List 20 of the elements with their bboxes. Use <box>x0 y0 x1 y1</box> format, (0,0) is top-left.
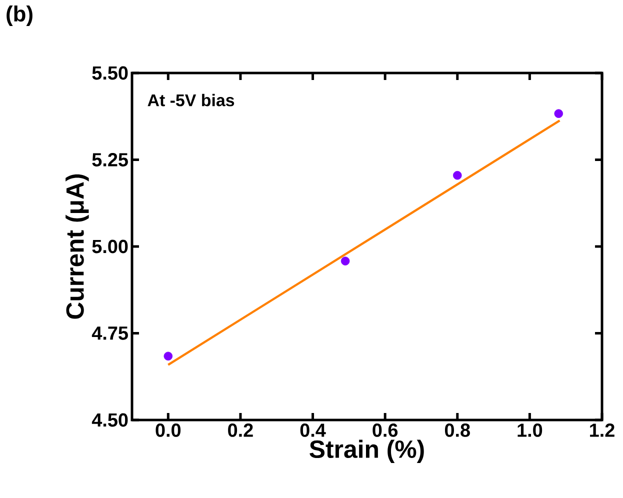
point <box>453 170 462 180</box>
point <box>554 109 564 118</box>
x-axis-title: Strain (%) <box>310 440 424 463</box>
x-tick-label: 0.8 <box>444 424 470 437</box>
x-tick-label: 0.6 <box>372 424 398 437</box>
y-axis-title: Current (μA) <box>66 174 89 319</box>
x-tick-label: 0.2 <box>228 424 253 437</box>
point <box>164 352 173 361</box>
y-tick-label: 5.00 <box>92 240 128 254</box>
chart-title: (b) <box>6 6 32 26</box>
x-tick-label: 1.2 <box>590 424 614 437</box>
annotation: At -5V bias <box>148 94 234 106</box>
y-tick-label: 5.25 <box>92 153 128 166</box>
point <box>340 256 350 266</box>
x-tick-label: 0.4 <box>300 424 326 437</box>
x-tick-label: 1.0 <box>518 424 542 437</box>
x-tick-label: 0.0 <box>156 424 181 437</box>
y-tick-label: 4.75 <box>92 326 128 340</box>
y-tick-label: 5.50 <box>92 66 128 80</box>
y-tick-label: 4.50 <box>92 413 128 427</box>
